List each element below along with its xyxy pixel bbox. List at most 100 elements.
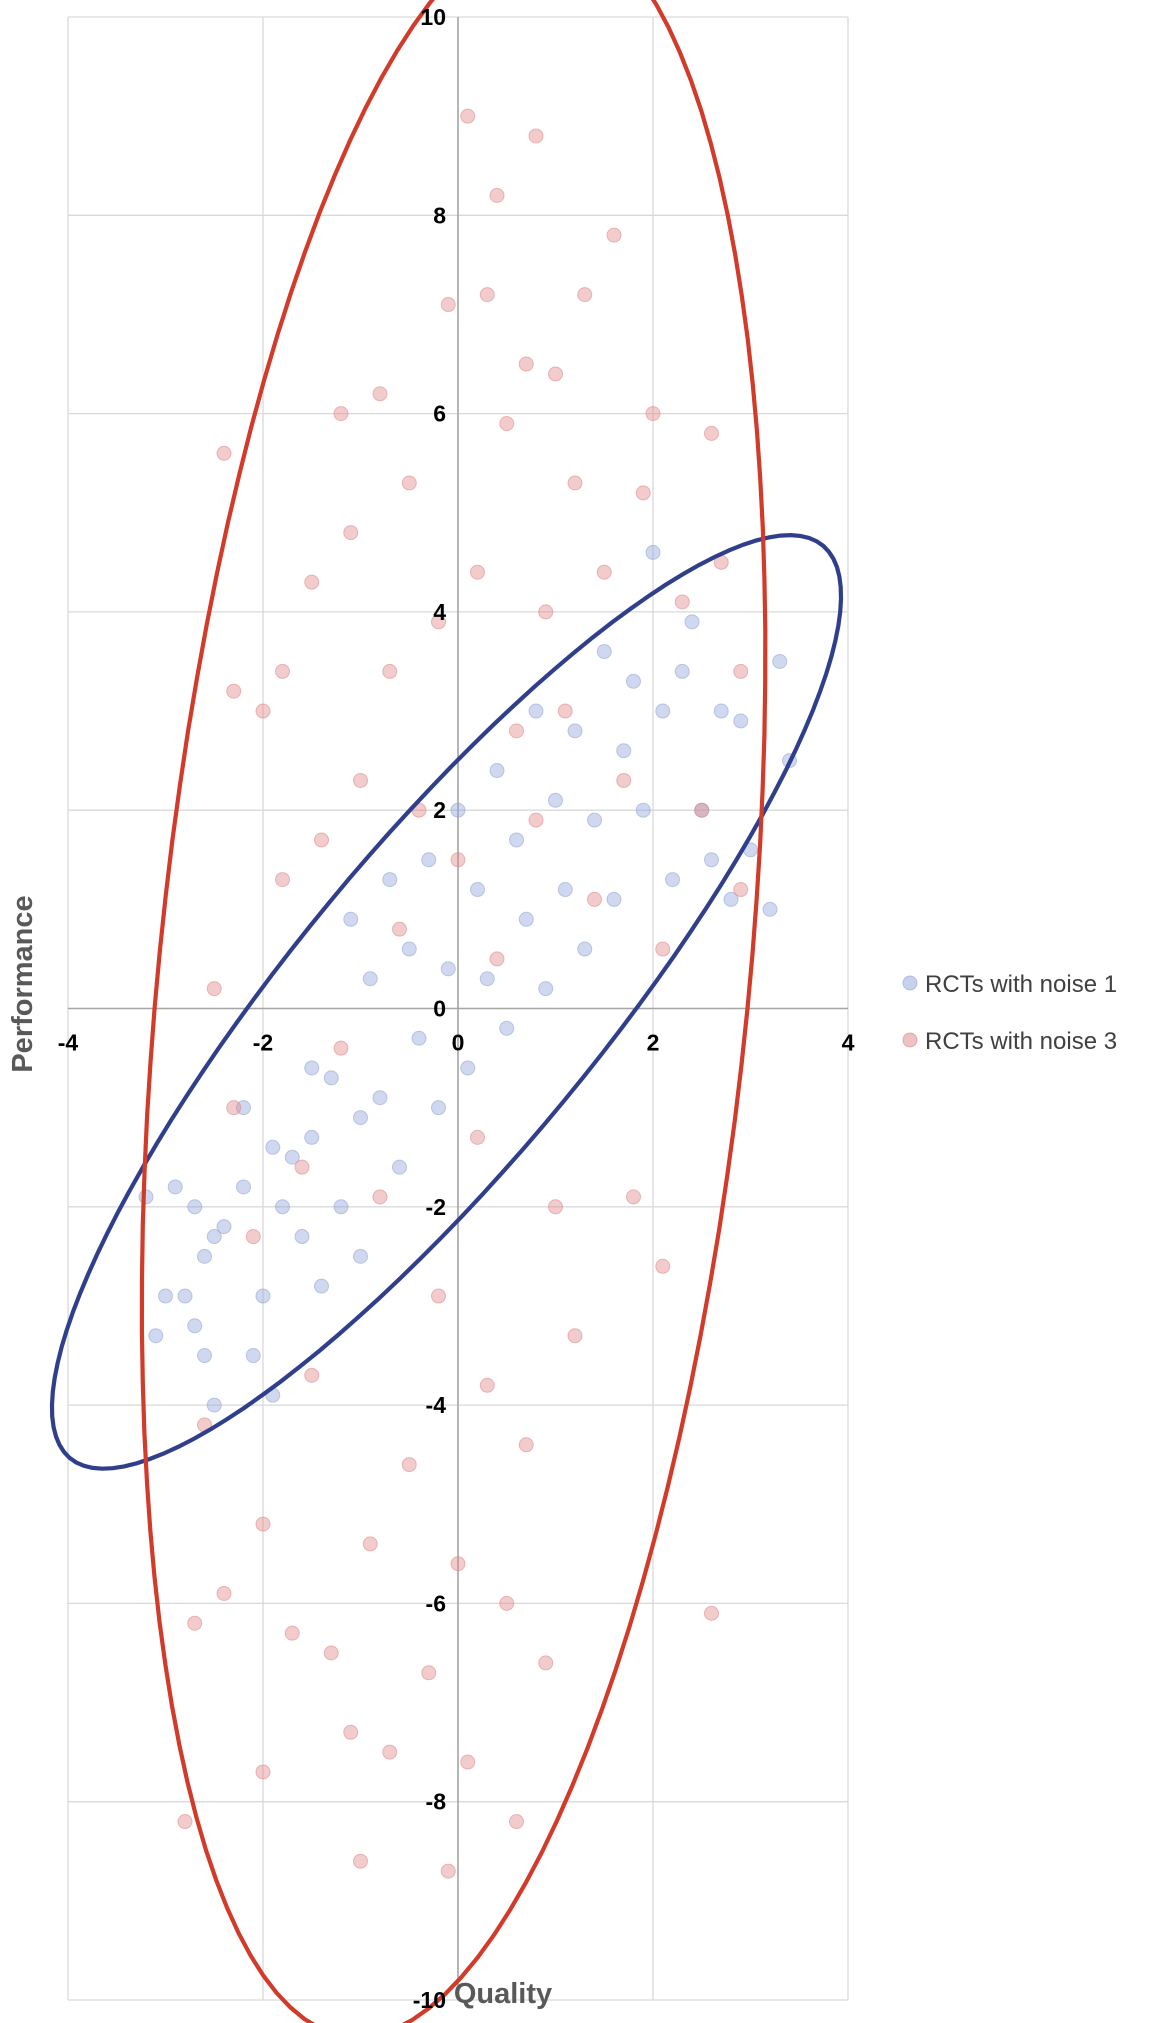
scatter-point-noise-3 [509, 1814, 524, 1830]
scatter-point-noise-3 [401, 475, 417, 491]
scatter-point-noise-3 [538, 1655, 554, 1671]
scatter-point-noise-1 [596, 644, 612, 660]
scatter-point-noise-3 [606, 227, 622, 243]
y-tick-label: -8 [426, 1789, 447, 1815]
scatter-point-noise-3 [733, 882, 749, 898]
scatter-point-noise-1 [528, 703, 544, 719]
scatter-point-noise-1 [304, 1129, 320, 1145]
scatter-point-noise-3 [655, 941, 671, 957]
scatter-point-noise-3 [382, 1744, 398, 1760]
scatter-point-noise-1 [460, 1060, 476, 1076]
scatter-point-noise-1 [431, 1100, 446, 1116]
scatter-point-noise-3 [226, 683, 242, 699]
scatter-point-noise-1 [499, 1020, 515, 1036]
scatter-point-noise-1 [733, 713, 749, 729]
scatter-point-noise-3 [314, 832, 329, 848]
scatter-point-noise-1 [343, 911, 359, 927]
y-tick-label: 0 [433, 996, 446, 1022]
scatter-point-noise-1 [177, 1288, 193, 1304]
legend-marker-noise-1 [902, 975, 918, 991]
scatter-point-noise-1 [372, 1090, 388, 1106]
y-axis-title: Performance [7, 895, 39, 1072]
scatter-point-noise-1 [762, 901, 778, 917]
scatter-point-noise-3 [479, 287, 495, 303]
scatter-point-noise-1 [158, 1288, 173, 1304]
scatter-point-noise-3 [382, 663, 398, 679]
scatter-point-noise-1 [138, 1189, 154, 1205]
scatter-point-noise-1 [216, 1219, 232, 1235]
scatter-point-noise-3 [343, 525, 359, 541]
y-tick-label: -4 [426, 1392, 447, 1418]
scatter-point-noise-1 [723, 891, 739, 907]
scatter-point-noise-1 [450, 802, 466, 818]
scatter-point-noise-3 [450, 1556, 466, 1572]
scatter-point-noise-1 [167, 1179, 183, 1195]
scatter-point-noise-3 [216, 445, 232, 461]
legend-label-noise-3: RCTs with noise 3 [925, 1028, 1117, 1055]
scatter-point-noise-1 [392, 1159, 407, 1175]
scatter-point-noise-3 [440, 1863, 456, 1879]
scatter-point-noise-1 [197, 1248, 212, 1264]
scatter-point-noise-3 [645, 406, 661, 422]
scatter-point-noise-1 [655, 703, 671, 719]
scatter-point-noise-3 [392, 921, 407, 937]
scatter-point-noise-1 [206, 1229, 222, 1245]
scatter-point-noise-3 [362, 1536, 378, 1552]
scatter-point-noise-1 [333, 1199, 349, 1215]
scatter-point-noise-1 [616, 743, 632, 759]
scatter-point-noise-1 [275, 1199, 290, 1215]
scatter-point-noise-1 [197, 1348, 212, 1364]
scatter-point-noise-3 [460, 108, 476, 124]
legend: RCTs with noise 1 RCTs with noise 3 [902, 971, 1117, 1055]
scatter-point-noise-3 [499, 1595, 515, 1611]
scatter-point-noise-1 [206, 1397, 222, 1413]
x-tick-label: -2 [253, 1030, 273, 1056]
y-tick-label: -2 [426, 1194, 446, 1220]
scatter-point-noise-1 [635, 802, 651, 818]
scatter-point-noise-1 [557, 882, 573, 898]
scatter-point-noise-3 [372, 1189, 388, 1205]
scatter-point-noise-1 [353, 1248, 368, 1264]
scatter-point-noise-1 [479, 971, 495, 987]
scatter-point-noise-3 [548, 366, 563, 382]
scatter-point-noise-3 [567, 1328, 583, 1344]
scatter-point-noise-3 [596, 564, 612, 580]
scatter-point-noise-3 [353, 772, 368, 788]
scatter-point-noise-3 [704, 1605, 719, 1621]
axes [68, 17, 848, 2000]
scatter-point-noise-3 [255, 1764, 271, 1780]
scatter-point-noise-3 [284, 1625, 300, 1641]
y-tick-label: 2 [433, 797, 446, 823]
scatter-point-noise-3 [431, 1288, 446, 1304]
scatter-point-noise-1 [148, 1328, 164, 1344]
scatter-point-noise-1 [401, 941, 417, 957]
scatter-point-noise-1 [382, 872, 398, 888]
scatter-point-noise-3 [255, 1516, 271, 1532]
scatter-point-noise-1 [353, 1110, 368, 1126]
scatter-point-noise-1 [577, 941, 593, 957]
scatter-point-noise-3 [401, 1457, 417, 1473]
scatter-point-noise-1 [567, 723, 583, 739]
scatter-point-noise-1 [255, 1288, 271, 1304]
x-tick-label: 0 [452, 1030, 465, 1056]
x-tick-label: -4 [58, 1030, 79, 1056]
scatter-point-noise-1 [187, 1318, 203, 1334]
scatter-point-noise-3 [226, 1100, 242, 1116]
scatter-point-noise-3 [275, 872, 290, 888]
scatter-point-noise-3 [538, 604, 554, 620]
scatter-point-noise-3 [343, 1724, 359, 1740]
scatter-point-noise-3 [518, 356, 534, 372]
scatter-point-noise-3 [372, 386, 388, 402]
scatter-point-noise-3 [304, 1367, 320, 1383]
scatter-point-noise-3 [548, 1199, 563, 1215]
scatter-point-noise-1 [713, 703, 729, 719]
scatter-point-noise-3 [499, 416, 515, 432]
scatter-point-noise-1 [645, 544, 661, 560]
scatter-point-noise-3 [206, 981, 222, 997]
scatter-point-noise-3 [323, 1645, 339, 1661]
scatter-point-noise-3 [674, 594, 690, 610]
legend-marker-noise-3 [902, 1032, 918, 1048]
scatter-point-noise-1 [236, 1179, 251, 1195]
scatter-point-noise-3 [655, 1258, 671, 1274]
